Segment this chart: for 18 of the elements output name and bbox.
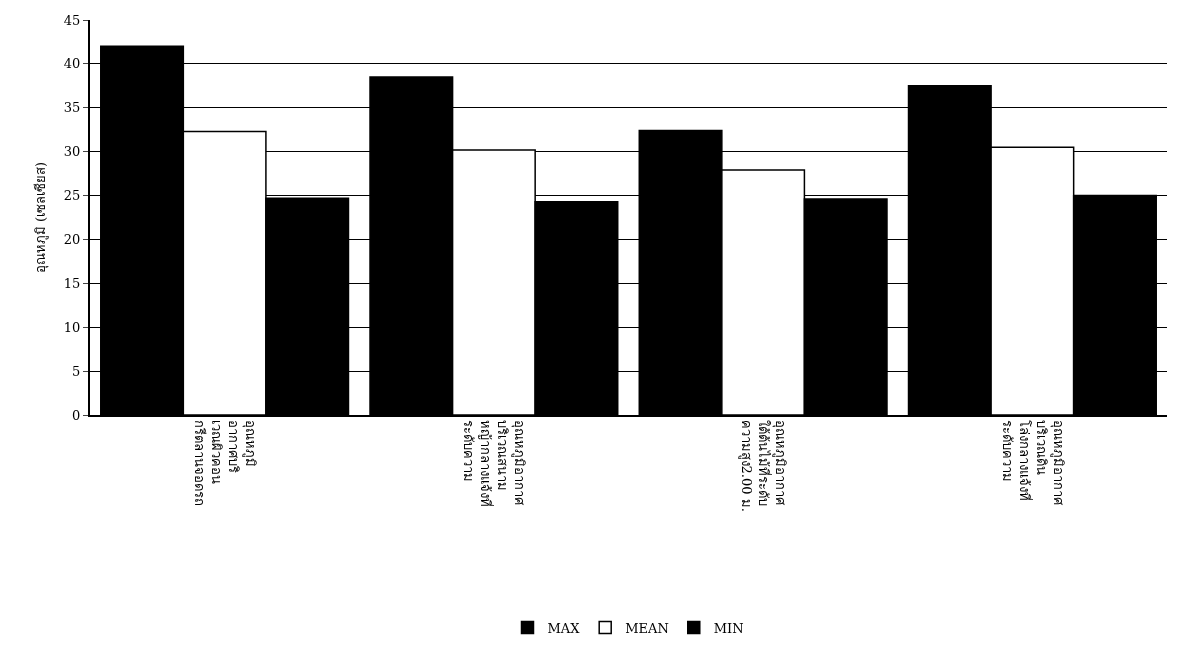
x-tick-label: อุณหภูมิอากาศ ใต้ต้นไม้ที่ระดับ ความสูง2.00 ม.	[738, 419, 788, 512]
legend-label: MEAN	[625, 620, 669, 636]
y-tick-label: 10	[63, 319, 81, 335]
y-tick-label: 45	[63, 12, 81, 28]
y-tick-label: 0	[72, 407, 81, 423]
y-tick-label: 40	[63, 56, 81, 72]
y-tick-label: 5	[72, 363, 81, 379]
y-tick-label: 25	[63, 188, 81, 204]
legend-label: MIN	[713, 620, 744, 636]
y-tick-label: 20	[63, 231, 81, 247]
y-axis-title: อุณหภูมิ (เซลเซียส)	[33, 161, 50, 274]
legend-label: MAX	[547, 620, 581, 636]
y-tick-label: 35	[63, 100, 81, 116]
x-tick-label: อุณหภูมิอากาศ บริเวณสนาม หญ้ากลางแจ้งที่ ระดับความ	[461, 419, 528, 507]
x-tick-label: อุณหภูมิอากาศ บริเวณดิน โล่งกลางแจ้งที่ ระดับความ	[999, 419, 1066, 506]
x-tick-label: อุณหภูมิ อากาศบริ เวณผิวคอน กรีตลานจอดรถ	[192, 419, 258, 506]
y-tick-label: 30	[63, 144, 81, 160]
y-tick-label: 15	[63, 275, 81, 291]
